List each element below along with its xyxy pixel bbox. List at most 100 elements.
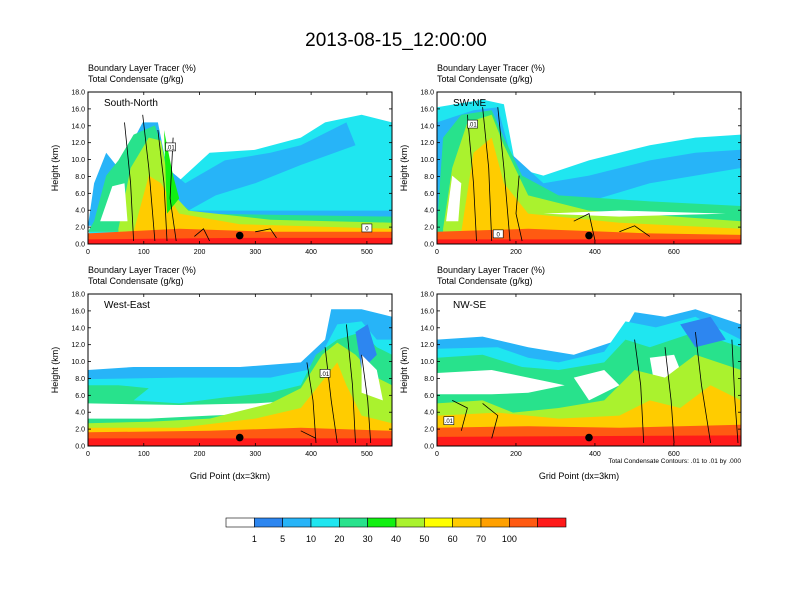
condensate-contour	[361, 354, 372, 444]
colorbar-swatch	[367, 517, 397, 528]
condensate-contour	[169, 137, 177, 242]
colorbar-label: 20	[334, 534, 344, 544]
y-tick-label: 2.0	[75, 427, 85, 434]
contour-label-box	[361, 223, 373, 233]
colorbar-swatch	[452, 517, 482, 528]
condensate-contour	[194, 228, 210, 242]
x-axis-label: Grid Point (dx=3km)	[190, 471, 270, 481]
y-tick-label: 4.0	[75, 208, 85, 215]
y-axis-label: Height (km)	[399, 145, 409, 192]
y-axis-label: Height (km)	[50, 347, 60, 394]
y-tick-label: 14.0	[71, 325, 85, 332]
contour-label-box	[492, 229, 504, 239]
y-tick-label: 6.0	[75, 191, 85, 198]
y-tick-label: 14.0	[420, 123, 434, 130]
panel-subtitle-line1: Boundary Layer Tracer (%)	[437, 265, 546, 275]
contour-label-box	[319, 369, 331, 378]
colorbar-swatch	[310, 517, 340, 528]
y-tick-label: 12.0	[71, 140, 85, 147]
plot-frame	[436, 293, 742, 447]
x-tick-label: 400	[589, 249, 601, 256]
colorbar-label: 10	[306, 534, 316, 544]
condensate-contour	[452, 400, 468, 431]
contour-label-box	[467, 119, 478, 129]
panel-label: West-East	[104, 300, 150, 311]
y-tick-label: 4.0	[75, 410, 85, 417]
panel-subtitle-line1: Boundary Layer Tracer (%)	[88, 63, 197, 73]
colorbar-label: 60	[448, 534, 458, 544]
x-tick-label: 300	[249, 451, 261, 458]
y-tick-label: 0.0	[424, 444, 434, 451]
contour-label-box	[443, 416, 455, 425]
contour-label: 0	[497, 232, 501, 238]
y-tick-label: 10.0	[71, 359, 85, 366]
colorbar-swatch	[282, 517, 312, 528]
location-marker	[235, 433, 244, 442]
y-tick-label: 18.0	[71, 292, 85, 299]
x-tick-label: 0	[435, 249, 439, 256]
colorbar-swatch	[537, 517, 567, 528]
y-tick-label: 18.0	[420, 292, 434, 299]
y-tick-label: 10.0	[420, 359, 434, 366]
colorbar-swatch	[424, 517, 453, 528]
x-tick-label: 0	[86, 451, 90, 458]
y-tick-label: 18.0	[71, 90, 85, 97]
x-axis-label: Grid Point (dx=3km)	[539, 471, 619, 481]
plot-frame	[436, 91, 742, 245]
condensate-contour	[664, 347, 675, 444]
x-tick-label: 0	[86, 249, 90, 256]
figure-title: 2013-08-15_12:00:00	[305, 30, 487, 51]
y-tick-label: 12.0	[420, 140, 434, 147]
condensate-contour	[497, 107, 511, 242]
y-tick-label: 8.0	[424, 376, 434, 383]
y-tick-label: 0.0	[75, 444, 85, 451]
shading-layer: .01	[437, 294, 741, 446]
condensate-contour	[324, 347, 338, 444]
y-tick-label: 6.0	[424, 393, 434, 400]
contour-label: .01	[468, 123, 477, 129]
y-tick-label: 4.0	[424, 410, 434, 417]
condensate-contour	[142, 114, 156, 242]
y-tick-label: 8.0	[75, 174, 85, 181]
condensate-contour	[619, 225, 651, 237]
location-marker	[585, 433, 593, 442]
y-tick-label: 18.0	[420, 90, 434, 97]
x-tick-label: 100	[138, 451, 150, 458]
shading-region	[437, 370, 565, 395]
x-tick-label: 200	[510, 249, 522, 256]
location-marker	[235, 231, 244, 240]
y-tick-label: 8.0	[424, 174, 434, 181]
colorbar-swatch	[254, 517, 283, 528]
x-tick-label: 500	[361, 451, 373, 458]
condensate-contour	[124, 122, 134, 242]
contour-note: Total Condensate Contours: .01 to .01 by…	[608, 458, 741, 465]
shading-region	[100, 183, 128, 222]
condensate-contour	[157, 129, 168, 242]
panel-subtitle-line2: Total Condensate (g/kg)	[437, 276, 533, 286]
chart-panel: .01 0.0 2.0 4.0 6.0 8.0 10.0 12.0 14.0 16.0 18.0 0 2…	[399, 292, 742, 481]
colorbar-label: 50	[419, 534, 429, 544]
shading-region	[437, 239, 741, 244]
shading-region	[133, 175, 392, 240]
shading-region	[88, 237, 392, 244]
x-tick-label: 100	[138, 249, 150, 256]
colorbar-swatch	[339, 517, 368, 528]
shading-region	[680, 316, 726, 348]
y-tick-label: 10.0	[420, 157, 434, 164]
contour-label: .01	[445, 419, 454, 425]
condensate-contour	[346, 324, 356, 444]
x-tick-label: 600	[668, 249, 680, 256]
y-tick-label: 16.0	[420, 308, 434, 315]
shading-layer: .01	[88, 294, 392, 446]
colorbar-label: 5	[280, 534, 285, 544]
y-tick-label: 16.0	[71, 308, 85, 315]
y-tick-label: 8.0	[75, 376, 85, 383]
x-tick-label: 0	[435, 451, 439, 458]
shading-region	[88, 362, 392, 442]
colorbar-swatch	[395, 517, 425, 528]
x-tick-label: 200	[510, 451, 522, 458]
x-tick-label: 500	[361, 249, 373, 256]
x-tick-label: 200	[194, 451, 206, 458]
colorbar-label: 40	[391, 534, 401, 544]
condensate-contour	[515, 175, 523, 242]
